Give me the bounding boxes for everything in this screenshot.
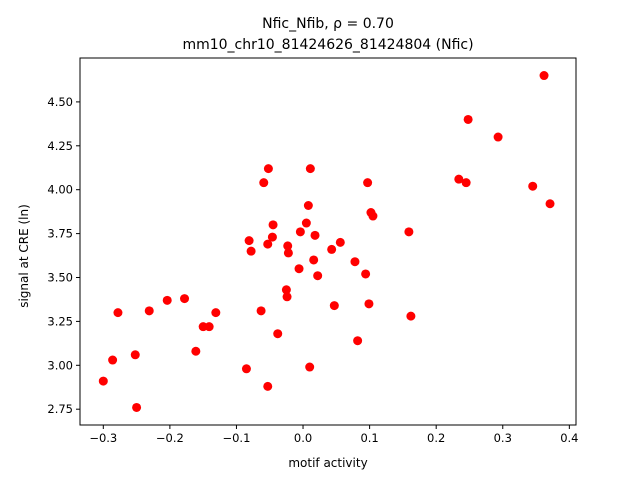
x-tick-label: −0.1	[222, 431, 250, 445]
data-point	[493, 132, 503, 142]
y-tick-label: 3.75	[47, 227, 73, 241]
data-point	[350, 257, 360, 267]
data-point	[273, 329, 283, 339]
data-point	[191, 346, 201, 356]
data-point	[246, 246, 256, 256]
y-tick-label: 4.00	[47, 183, 73, 197]
data-point	[539, 71, 549, 81]
data-point	[282, 292, 292, 302]
data-point	[162, 295, 172, 305]
data-point	[263, 239, 273, 249]
data-point	[368, 211, 378, 221]
data-point	[301, 218, 311, 228]
data-point	[404, 227, 414, 237]
data-point	[130, 350, 140, 360]
data-point	[309, 255, 319, 265]
data-point	[263, 381, 273, 391]
data-point	[303, 201, 313, 210]
data-point	[545, 199, 555, 209]
data-point	[454, 174, 464, 184]
y-axis-label: signal at CRE (ln)	[17, 204, 31, 308]
chart-title-line2: mm10_chr10_81424626_81424804 (Nfic)	[182, 37, 473, 53]
data-point	[267, 232, 277, 242]
data-point	[528, 181, 538, 191]
data-point	[327, 244, 337, 254]
data-point	[283, 241, 293, 251]
y-tick-label: 4.25	[47, 139, 73, 153]
data-point	[353, 336, 363, 346]
data-point	[211, 308, 221, 318]
x-tick-label: 0.3	[494, 431, 512, 445]
x-axis-label: motif activity	[288, 456, 367, 470]
data-point	[244, 236, 254, 246]
y-tick-label: 3.25	[47, 314, 73, 328]
y-tick-label: 3.50	[47, 270, 73, 284]
x-tick-label: 0.0	[294, 431, 312, 445]
x-tick-label: 0.1	[360, 431, 378, 445]
data-point	[263, 164, 273, 174]
data-point	[204, 322, 214, 332]
data-point	[259, 178, 269, 188]
data-point	[406, 311, 416, 321]
data-point	[268, 220, 278, 230]
x-tick-label: −0.2	[156, 431, 184, 445]
data-point	[463, 114, 473, 124]
data-point	[281, 285, 291, 295]
data-point	[335, 237, 345, 247]
axes-frame	[79, 57, 577, 426]
data-point	[310, 230, 320, 240]
chart-title-line1: Nfic_Nfib, ρ = 0.70	[262, 16, 394, 32]
data-point	[329, 301, 339, 311]
x-tick-label: −0.3	[89, 431, 117, 445]
data-point	[364, 299, 374, 309]
data-point	[98, 376, 108, 386]
data-point	[283, 248, 293, 258]
x-tick-label: 0.4	[560, 431, 578, 445]
plot-area: −0.3 −0.2 −0.1 0.0 0.1 0.2 0.3 0.4 2.75 3.00 3.25 3…	[47, 57, 578, 445]
y-tick-label: 3.00	[47, 358, 73, 372]
data-point	[113, 308, 123, 318]
data-point	[241, 364, 251, 374]
x-tick-label: 0.2	[427, 431, 445, 445]
data-point	[108, 355, 118, 365]
data-point	[305, 164, 315, 174]
data-point	[256, 306, 266, 316]
data-point	[294, 264, 304, 274]
data-point	[305, 362, 315, 372]
data-point	[313, 271, 323, 281]
y-tick-label: 4.50	[47, 95, 73, 109]
data-point	[363, 178, 373, 188]
y-tick-label: 2.75	[47, 402, 73, 416]
data-point	[180, 294, 190, 304]
data-point	[295, 227, 305, 237]
data-point	[132, 402, 142, 412]
data-point	[144, 306, 154, 316]
data-point	[361, 269, 371, 279]
data-point	[461, 178, 471, 188]
